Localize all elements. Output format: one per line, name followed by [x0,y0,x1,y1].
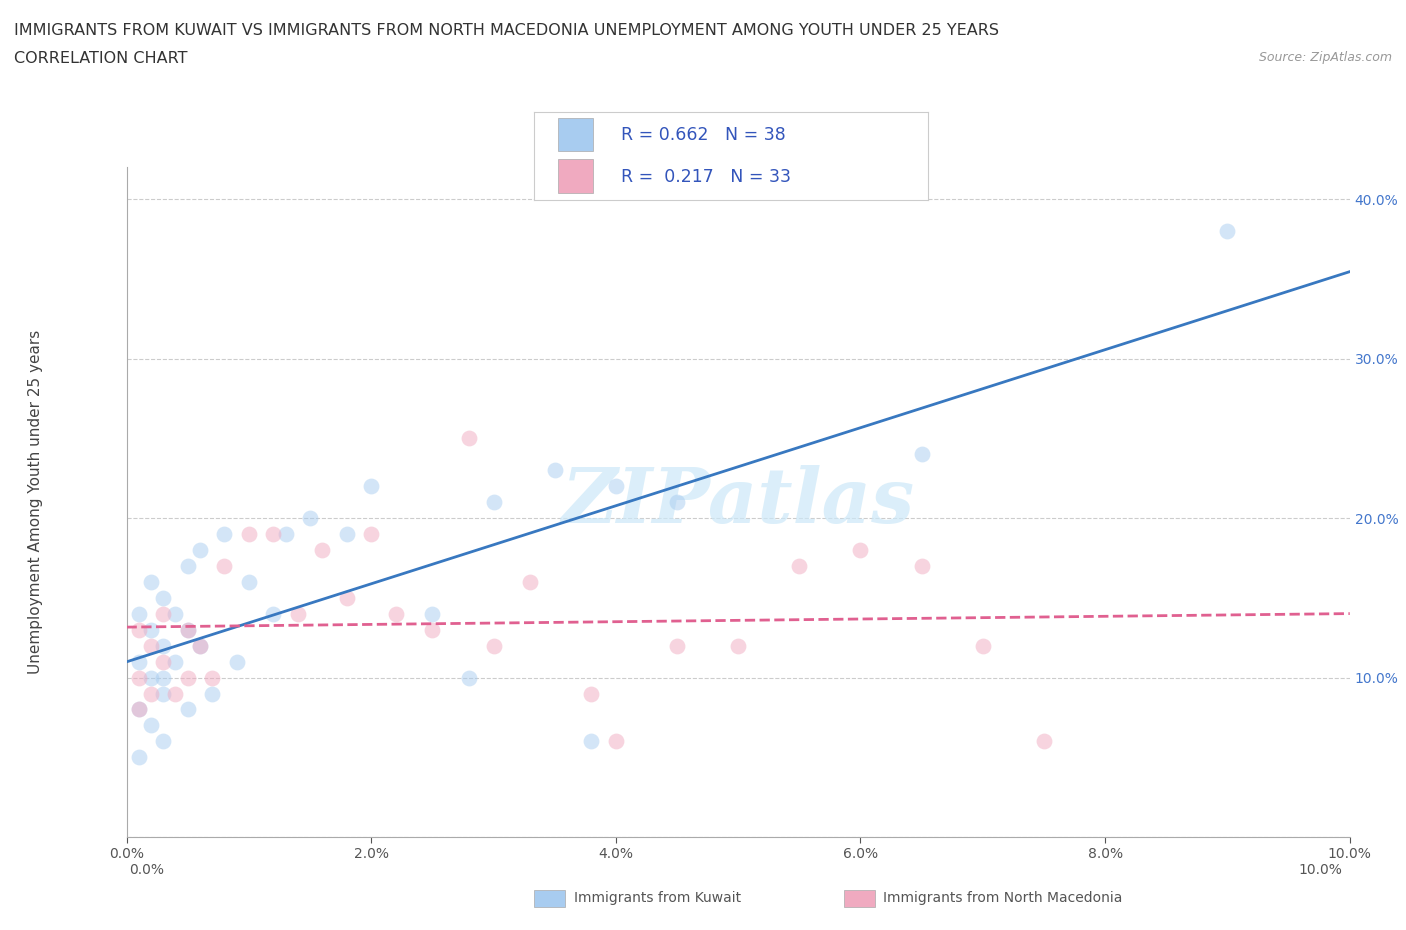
Text: Immigrants from Kuwait: Immigrants from Kuwait [574,891,741,906]
Point [177,702,200,717]
Point [238,575,260,590]
Text: R =  0.217   N = 33: R = 0.217 N = 33 [621,168,792,186]
Point [1216,224,1239,239]
Point [1033,734,1056,749]
Point [139,575,162,590]
Point [165,686,187,701]
Point [458,671,481,685]
Point [482,638,505,653]
Point [666,638,689,653]
Point [262,606,284,621]
Point [581,734,603,749]
Text: Immigrants from North Macedonia: Immigrants from North Macedonia [883,891,1122,906]
Point [152,671,174,685]
FancyBboxPatch shape [558,118,593,152]
Point [225,654,247,669]
Point [177,559,200,574]
Point [139,622,162,637]
Point [139,686,162,701]
Point [188,542,211,557]
Text: 10.0%: 10.0% [1299,863,1343,877]
Point [152,734,174,749]
Point [128,622,150,637]
Point [177,622,200,637]
Point [139,718,162,733]
Point [128,702,150,717]
Point [605,734,627,749]
Point [128,606,150,621]
Point [299,511,322,525]
Point [238,526,260,541]
Text: Unemployment Among Youth under 25 years: Unemployment Among Youth under 25 years [28,330,42,674]
Point [152,686,174,701]
Point [152,638,174,653]
Point [360,479,382,494]
Point [972,638,994,653]
Point [152,606,174,621]
Point [666,495,689,510]
Point [139,671,162,685]
Point [214,559,236,574]
Point [727,638,749,653]
Point [787,559,810,574]
Point [139,638,162,653]
Point [336,526,359,541]
Point [188,638,211,653]
Point [287,606,309,621]
Text: CORRELATION CHART: CORRELATION CHART [14,51,187,66]
Point [262,526,284,541]
Point [128,702,150,717]
Point [128,654,150,669]
Point [360,526,382,541]
Text: Source: ZipAtlas.com: Source: ZipAtlas.com [1258,51,1392,64]
Point [152,591,174,605]
Point [458,431,481,445]
Point [581,686,603,701]
Point [482,495,505,510]
Point [165,606,187,621]
Point [177,622,200,637]
Text: IMMIGRANTS FROM KUWAIT VS IMMIGRANTS FROM NORTH MACEDONIA UNEMPLOYMENT AMONG YOU: IMMIGRANTS FROM KUWAIT VS IMMIGRANTS FRO… [14,23,1000,38]
Point [188,638,211,653]
FancyBboxPatch shape [558,159,593,193]
Point [849,542,872,557]
Point [152,654,174,669]
Text: ZIPatlas: ZIPatlas [561,465,915,539]
Text: R = 0.662   N = 38: R = 0.662 N = 38 [621,126,786,144]
Text: 0.0%: 0.0% [129,863,165,877]
Point [519,575,541,590]
Point [201,671,224,685]
Point [336,591,359,605]
Point [422,622,444,637]
Point [165,654,187,669]
Point [605,479,627,494]
Point [384,606,406,621]
Point [177,671,200,685]
Point [311,542,333,557]
Point [201,686,224,701]
Point [543,463,565,478]
Point [274,526,297,541]
Point [911,559,934,574]
Point [128,671,150,685]
Point [911,447,934,462]
Point [128,750,150,764]
Point [214,526,236,541]
Point [422,606,444,621]
